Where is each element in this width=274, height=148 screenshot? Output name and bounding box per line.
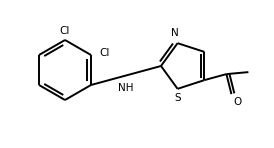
Text: Cl: Cl — [60, 26, 70, 36]
Text: O: O — [233, 97, 242, 107]
Text: NH: NH — [118, 82, 134, 92]
Text: S: S — [174, 93, 181, 103]
Text: N: N — [171, 28, 178, 38]
Text: Cl: Cl — [99, 48, 109, 58]
